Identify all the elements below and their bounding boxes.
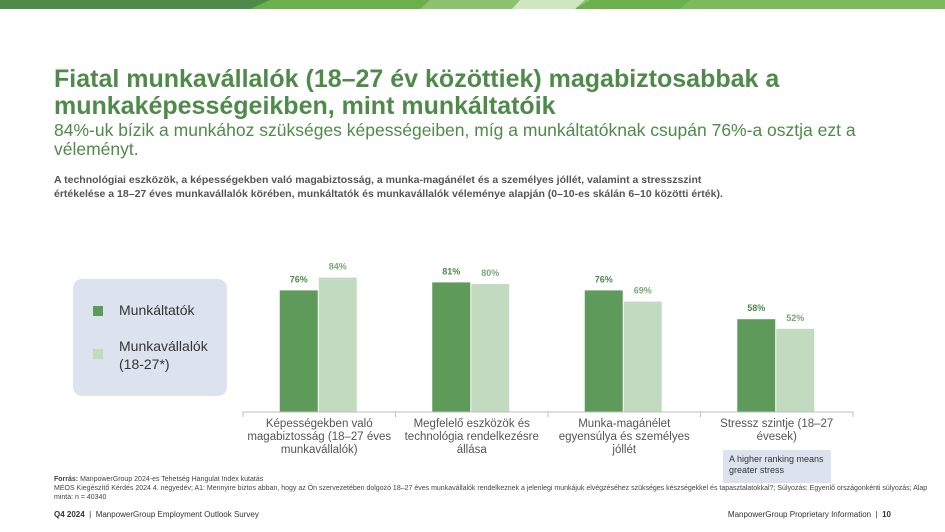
bar-worklife-employees: [623, 301, 662, 412]
footer-separator-2: |: [875, 510, 878, 519]
value-label-worklife-employers: 76%: [595, 274, 613, 284]
bar-confidence-employers: [279, 290, 318, 412]
category-label-1: Képességekben való magabiztosság (18–27 …: [247, 418, 392, 456]
footer-page-number: 10: [882, 510, 891, 519]
source-line-1: ManpowerGroup 2024-es Tehetség Hangulat …: [80, 476, 264, 483]
legend-item-employers: Munkáltatók: [93, 301, 194, 319]
category-label-2: Megfelelő eszközök és technológia rendel…: [404, 418, 539, 456]
bar-confidence-employees: [318, 277, 357, 412]
value-label-tools-employers: 81%: [442, 266, 460, 276]
page-subtitle: 84%-uk bízik a munkához szükséges képess…: [54, 120, 856, 159]
value-label-confidence-employers: 76%: [290, 274, 308, 284]
legend-item-employees: Munkavállalók (18-27*): [93, 337, 218, 373]
footer-left: Q4 2024 | ManpowerGroup Employment Outlo…: [54, 510, 259, 519]
footer-proprietary: ManpowerGroup Proprietary Information: [727, 510, 872, 519]
source-line-2: MEOS Kiegészítő Kérdés 2024 4. negyedév;…: [54, 485, 928, 501]
category-label-4: Stressz szintje (18–27 évesek): [720, 418, 834, 443]
category-label-3: Munka-magánélet egyensúlya és személyes …: [558, 418, 690, 456]
source-notes: Forrás: ManpowerGroup 2024-es Tehetség H…: [54, 475, 934, 502]
bar-worklife-employers: [584, 290, 623, 412]
page-title: Fiatal munkavállalók (18–27 év közöttiek…: [54, 65, 780, 120]
bar-stress-employees: [776, 328, 815, 412]
footer-separator-1: |: [89, 510, 92, 519]
bar-tools-employers: [432, 282, 471, 412]
legend-swatch-employers: [93, 306, 103, 316]
chart-description: A technológiai eszközök, a képességekben…: [54, 174, 723, 200]
value-label-tools-employees: 80%: [481, 268, 499, 278]
stress-note: A higher ranking means greater stress: [723, 450, 831, 483]
value-label-stress-employees: 52%: [786, 313, 804, 323]
top-accent-bar: [0, 0, 945, 9]
bar-stress-employers: [737, 319, 776, 412]
footer-right: ManpowerGroup Proprietary Information | …: [728, 510, 891, 519]
footer-quarter: Q4 2024: [54, 510, 85, 519]
legend-label-employees: Munkavállalók (18-27*): [119, 338, 208, 372]
legend-swatch-employees: [93, 349, 103, 359]
value-label-stress-employers: 58%: [747, 303, 765, 313]
value-label-confidence-employees: 84%: [329, 262, 347, 272]
value-label-worklife-employees: 69%: [634, 286, 652, 296]
source-label: Forrás:: [54, 476, 79, 483]
chart-legend: Munkáltatók Munkavállalók (18-27*): [73, 279, 227, 396]
bar-tools-employees: [471, 284, 510, 412]
footer-survey: ManpowerGroup Employment Outlook Survey: [95, 510, 259, 519]
legend-label-employers: Munkáltatók: [119, 302, 195, 318]
